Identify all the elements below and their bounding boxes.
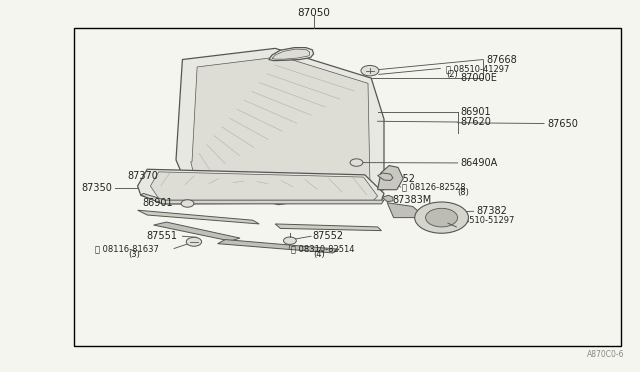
Circle shape <box>350 159 363 166</box>
Polygon shape <box>275 224 381 231</box>
Text: 87000E: 87000E <box>461 73 498 83</box>
Circle shape <box>415 202 468 233</box>
Polygon shape <box>150 172 378 203</box>
Text: Ⓑ 08126-82528: Ⓑ 08126-82528 <box>402 183 465 192</box>
Text: 87350: 87350 <box>81 183 112 193</box>
Text: 87383M: 87383M <box>392 195 431 205</box>
Text: Ⓑ 08116-81637: Ⓑ 08116-81637 <box>95 244 159 253</box>
Text: Ⓢ 08510-41297: Ⓢ 08510-41297 <box>446 64 509 73</box>
Polygon shape <box>378 166 403 190</box>
Circle shape <box>284 237 296 244</box>
Text: 86901: 86901 <box>142 198 173 208</box>
Polygon shape <box>269 48 314 61</box>
Circle shape <box>426 208 458 227</box>
Text: 87452: 87452 <box>384 174 415 183</box>
Polygon shape <box>154 222 240 241</box>
Text: 87050: 87050 <box>297 8 330 18</box>
Polygon shape <box>387 203 419 218</box>
Text: 87382: 87382 <box>477 206 508 216</box>
Bar <box>74 28 621 346</box>
Text: (8): (8) <box>458 188 470 197</box>
Polygon shape <box>382 195 393 202</box>
Text: (2): (2) <box>446 70 458 79</box>
Text: 86901: 86901 <box>461 107 492 116</box>
Text: A870C0-6: A870C0-6 <box>586 350 624 359</box>
Circle shape <box>186 237 202 246</box>
Text: (4): (4) <box>314 250 325 259</box>
Text: 87552: 87552 <box>312 231 344 241</box>
Text: Ⓢ 08510-51297: Ⓢ 08510-51297 <box>451 215 515 224</box>
Polygon shape <box>138 210 259 224</box>
Text: 87668: 87668 <box>486 55 517 64</box>
Text: (1): (1) <box>451 221 463 230</box>
Polygon shape <box>378 173 393 180</box>
Polygon shape <box>138 169 384 204</box>
Text: 86490A: 86490A <box>461 158 498 168</box>
Text: 87650: 87650 <box>547 119 578 128</box>
Text: Ⓢ 08310-82514: Ⓢ 08310-82514 <box>291 244 355 253</box>
Polygon shape <box>218 240 339 253</box>
Polygon shape <box>272 49 310 59</box>
Polygon shape <box>141 193 384 204</box>
Text: 87551: 87551 <box>146 231 177 241</box>
Circle shape <box>361 65 379 76</box>
Text: 87620: 87620 <box>461 117 492 127</box>
Circle shape <box>181 200 194 207</box>
Text: (3): (3) <box>128 250 140 259</box>
Polygon shape <box>176 48 384 205</box>
Text: 87370: 87370 <box>128 171 159 181</box>
Polygon shape <box>191 57 370 198</box>
